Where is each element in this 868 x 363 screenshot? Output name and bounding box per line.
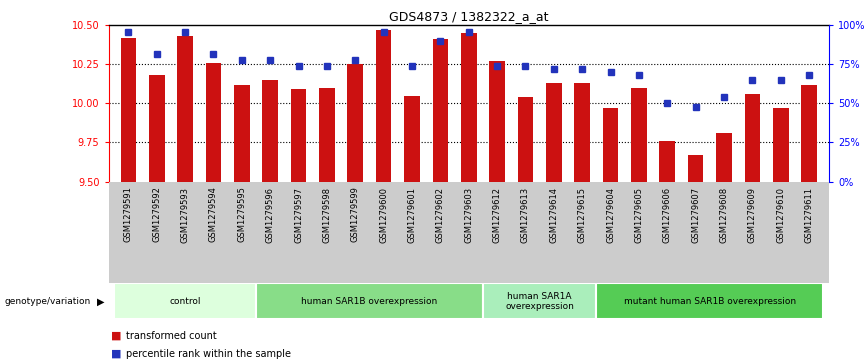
Text: percentile rank within the sample: percentile rank within the sample	[126, 349, 291, 359]
Text: genotype/variation: genotype/variation	[4, 297, 90, 306]
Bar	[490, 61, 505, 182]
Text: GSM1279592: GSM1279592	[152, 187, 161, 242]
Bar	[262, 80, 278, 182]
Text: GSM1279605: GSM1279605	[635, 187, 643, 242]
Text: GSM1279612: GSM1279612	[492, 187, 502, 242]
Text: ■: ■	[111, 331, 122, 341]
Text: GSM1279606: GSM1279606	[663, 187, 672, 243]
Bar	[602, 108, 618, 182]
Bar	[206, 63, 221, 182]
Text: GSM1279613: GSM1279613	[521, 187, 530, 243]
Text: GSM1279604: GSM1279604	[606, 187, 615, 242]
Bar	[801, 85, 817, 182]
Text: GSM1279601: GSM1279601	[407, 187, 417, 242]
Bar	[115, 283, 256, 319]
Bar	[483, 283, 596, 319]
Text: GSM1279610: GSM1279610	[776, 187, 786, 242]
Text: ■: ■	[111, 349, 122, 359]
Text: GSM1279594: GSM1279594	[209, 187, 218, 242]
Bar	[461, 33, 477, 182]
Bar	[716, 133, 732, 182]
Bar	[376, 30, 391, 181]
Text: GSM1279602: GSM1279602	[436, 187, 445, 242]
Text: ▶: ▶	[97, 296, 105, 306]
Bar	[575, 83, 590, 182]
Bar	[121, 38, 136, 182]
Bar	[149, 76, 165, 182]
Bar	[517, 97, 533, 182]
Text: human SAR1B overexpression: human SAR1B overexpression	[301, 297, 437, 306]
Bar	[291, 89, 306, 182]
Text: GSM1279607: GSM1279607	[691, 187, 700, 243]
Text: human SAR1A
overexpression: human SAR1A overexpression	[505, 291, 574, 311]
Text: mutant human SAR1B overexpression: mutant human SAR1B overexpression	[624, 297, 796, 306]
Bar	[319, 88, 335, 182]
Bar	[256, 283, 483, 319]
Bar	[432, 40, 448, 182]
Bar	[404, 95, 420, 182]
Bar	[596, 283, 823, 319]
Bar	[745, 94, 760, 182]
Bar	[177, 36, 193, 182]
Text: GSM1279597: GSM1279597	[294, 187, 303, 242]
Text: GSM1279596: GSM1279596	[266, 187, 274, 242]
Text: GSM1279615: GSM1279615	[578, 187, 587, 242]
Text: GSM1279591: GSM1279591	[124, 187, 133, 242]
Text: GSM1279614: GSM1279614	[549, 187, 558, 242]
Text: GSM1279593: GSM1279593	[181, 187, 189, 242]
Text: transformed count: transformed count	[126, 331, 217, 341]
Bar	[234, 85, 250, 182]
Text: GSM1279598: GSM1279598	[322, 187, 332, 242]
Text: GSM1279595: GSM1279595	[237, 187, 247, 242]
Bar	[546, 83, 562, 182]
Text: GSM1279603: GSM1279603	[464, 187, 473, 243]
Text: GSM1279599: GSM1279599	[351, 187, 359, 242]
Bar	[347, 65, 363, 182]
Text: control: control	[169, 297, 201, 306]
Text: GSM1279608: GSM1279608	[720, 187, 728, 243]
Bar	[631, 88, 647, 182]
Bar	[687, 155, 703, 182]
Title: GDS4873 / 1382322_a_at: GDS4873 / 1382322_a_at	[389, 10, 549, 23]
Bar	[773, 108, 788, 182]
Text: GSM1279611: GSM1279611	[805, 187, 813, 242]
Bar	[660, 141, 675, 182]
Text: GSM1279609: GSM1279609	[748, 187, 757, 242]
Text: GSM1279600: GSM1279600	[379, 187, 388, 242]
